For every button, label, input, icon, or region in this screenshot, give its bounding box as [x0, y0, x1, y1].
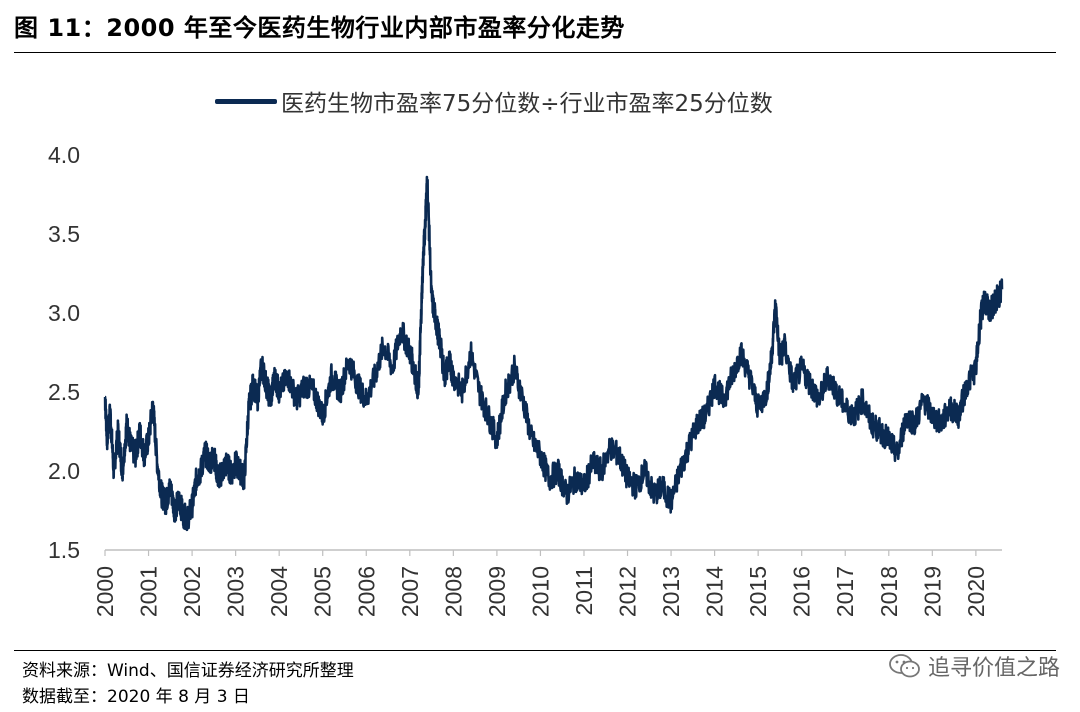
footer-divider	[14, 650, 1056, 651]
data-date-note: 数据截至：2020 年 8 月 3 日	[22, 687, 250, 707]
y-tick-label: 1.5	[48, 537, 80, 563]
x-tick-label: 2012	[615, 566, 641, 617]
y-tick-label: 2.5	[48, 379, 80, 405]
x-tick-label: 2005	[310, 566, 336, 617]
y-tick-label: 3.5	[48, 221, 80, 247]
x-tick-label: 2017	[832, 566, 858, 617]
figure-title: 图 11：2000 年至今医药生物行业内部市盈率分化走势	[14, 14, 625, 42]
x-tick-label: 2013	[658, 566, 684, 617]
source-note: 资料来源：Wind、国信证券经济研究所整理	[22, 661, 354, 681]
x-tick-label: 2016	[789, 566, 815, 617]
x-tick-label: 2010	[527, 566, 553, 617]
x-tick-label: 2009	[484, 566, 510, 617]
x-tick-label: 2007	[397, 566, 423, 617]
title-divider	[14, 52, 1056, 53]
x-tick-label: 2018	[876, 566, 902, 617]
x-tick-label: 2004	[266, 566, 292, 617]
wechat-icon	[889, 654, 920, 678]
x-tick-label: 2008	[440, 566, 466, 617]
x-tick-label: 2014	[702, 566, 728, 617]
x-tick-label: 2003	[223, 566, 249, 617]
y-tick-label: 3.0	[48, 300, 80, 326]
x-tick-label: 2019	[919, 566, 945, 617]
x-tick-label: 2002	[179, 566, 205, 617]
x-tick-label: 2011	[571, 566, 597, 615]
y-tick-label: 4.0	[48, 142, 80, 168]
x-tick-label: 2001	[136, 566, 162, 617]
y-tick-label: 2.0	[48, 458, 80, 484]
chart-legend: 医药生物市盈率75分位数÷行业市盈率25分位数	[215, 84, 773, 118]
series-line-0	[103, 175, 1004, 532]
x-tick-label: 2015	[745, 566, 771, 617]
legend-swatch	[215, 98, 277, 104]
line-chart: 1.5 2.0 2.5 3.0 3.5 4.0 2000 2001 2002 2003 2004 20…	[48, 142, 1004, 617]
x-tick-label: 2020	[963, 566, 989, 617]
x-tick-label: 2006	[353, 566, 379, 617]
legend-label: 医药生物市盈率75分位数÷行业市盈率25分位数	[281, 91, 773, 117]
watermark: 追寻价值之路	[888, 650, 1060, 682]
watermark-text: 追寻价值之路	[927, 656, 1060, 681]
x-tick-label: 2000	[92, 566, 118, 617]
